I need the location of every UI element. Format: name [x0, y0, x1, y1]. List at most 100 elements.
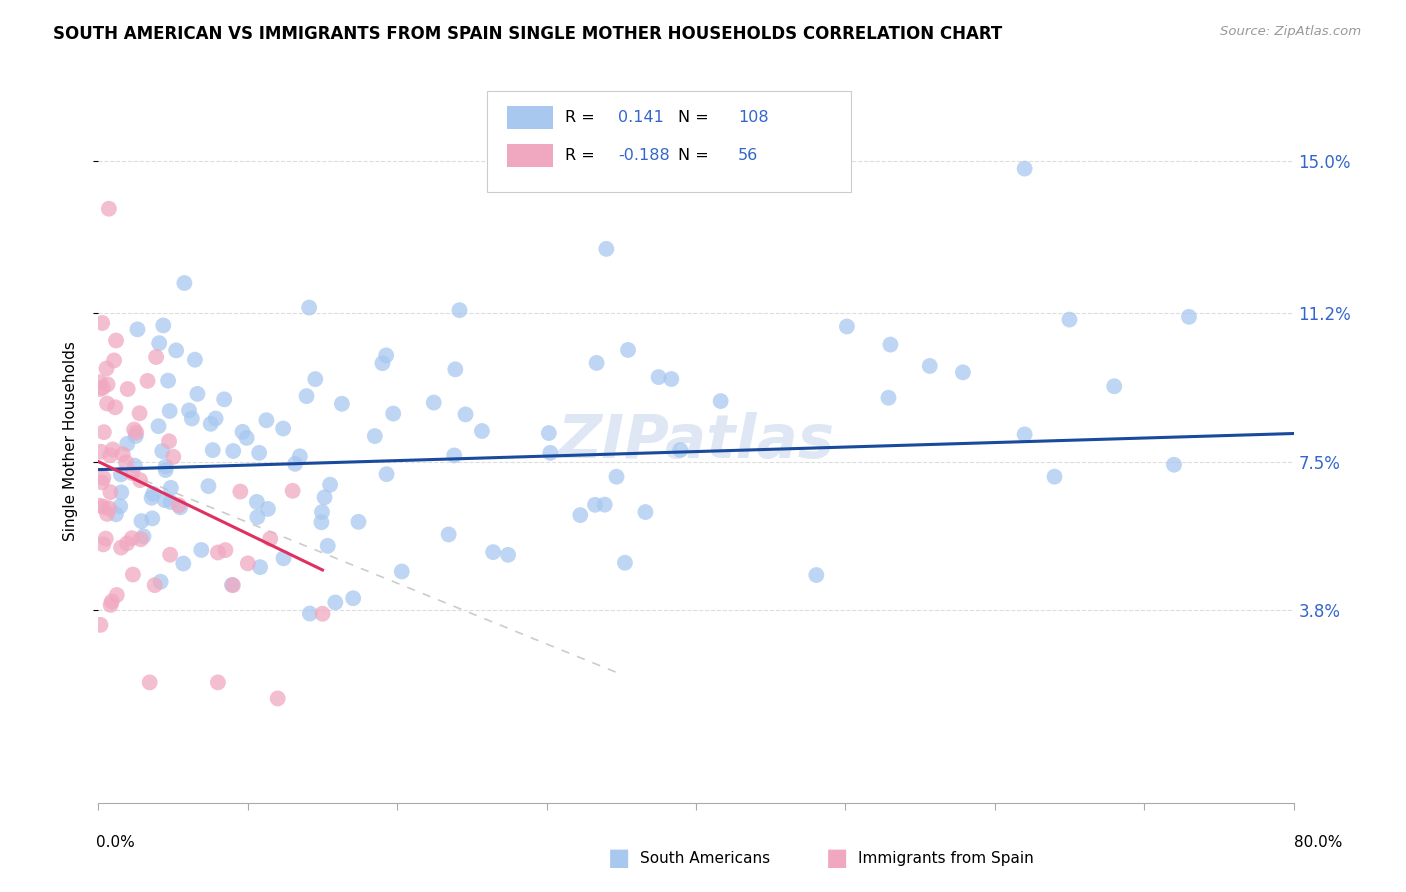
Point [96, 507, 118, 521]
Point [159, 404, 181, 418]
Point [90, 444, 112, 458]
Point [124, 429, 146, 443]
Point [94, 532, 117, 546]
Point [214, 543, 236, 558]
Point [267, 691, 290, 706]
Point [471, 424, 494, 438]
Point [304, 372, 326, 386]
Point [100, 598, 122, 612]
Point [1014, 427, 1036, 442]
Point [583, 498, 606, 512]
Point [482, 545, 505, 559]
Text: N =: N = [678, 148, 709, 163]
Point [105, 334, 128, 348]
Point [104, 401, 127, 415]
Point [222, 444, 245, 458]
Point [496, 548, 519, 562]
Point [201, 443, 224, 458]
Point [167, 498, 190, 512]
Point [150, 444, 173, 458]
Point [197, 479, 219, 493]
Point [96, 377, 118, 392]
Point [330, 397, 353, 411]
Point [1043, 469, 1066, 483]
Point [835, 319, 858, 334]
Point [595, 242, 617, 256]
Point [121, 466, 143, 480]
Point [314, 491, 336, 505]
Point [710, 394, 733, 409]
Point [806, 568, 828, 582]
Point [157, 374, 180, 388]
Text: 56: 56 [738, 148, 758, 163]
Y-axis label: Single Mother Households: Single Mother Households [63, 342, 77, 541]
Text: R =: R = [565, 110, 595, 125]
Point [89, 382, 111, 396]
Text: -0.188: -0.188 [619, 148, 671, 163]
FancyBboxPatch shape [508, 144, 553, 167]
Point [918, 359, 941, 373]
FancyBboxPatch shape [508, 105, 553, 128]
Point [117, 382, 139, 396]
Point [364, 429, 387, 443]
Point [91, 381, 114, 395]
Point [298, 301, 321, 315]
Text: 0.0%: 0.0% [96, 836, 135, 850]
Point [281, 483, 304, 498]
Point [101, 442, 124, 457]
Point [111, 447, 134, 461]
Point [96, 361, 118, 376]
Point [190, 543, 212, 558]
Point [288, 450, 311, 464]
Point [347, 515, 370, 529]
Point [115, 536, 138, 550]
Point [323, 595, 346, 609]
Point [221, 578, 243, 592]
Point [207, 545, 229, 559]
Point [444, 362, 467, 376]
Point [145, 350, 167, 364]
Point [93, 425, 115, 439]
Point [124, 458, 146, 473]
Point [235, 431, 257, 445]
Point [605, 469, 627, 483]
Point [148, 336, 170, 351]
Point [141, 491, 163, 505]
Point [375, 348, 398, 362]
Point [100, 485, 122, 500]
Point [613, 556, 636, 570]
Point [141, 511, 163, 525]
Point [284, 457, 307, 471]
Point [172, 557, 194, 571]
Point [1163, 458, 1185, 472]
Point [879, 337, 901, 351]
Point [1014, 161, 1036, 176]
Text: 80.0%: 80.0% [1295, 836, 1343, 850]
Point [1178, 310, 1201, 324]
Point [129, 533, 152, 547]
Point [311, 515, 333, 529]
Point [249, 560, 271, 574]
Point [157, 434, 180, 449]
Point [142, 487, 165, 501]
Point [177, 403, 200, 417]
Point [153, 493, 176, 508]
Point [159, 495, 181, 509]
Point [180, 411, 202, 425]
Text: R =: R = [565, 148, 595, 163]
Point [204, 411, 226, 425]
Point [634, 505, 657, 519]
Point [148, 419, 170, 434]
Point [110, 485, 132, 500]
Point [254, 413, 277, 427]
Point [537, 425, 560, 440]
Point [103, 353, 125, 368]
Text: ■: ■ [607, 847, 630, 870]
Point [173, 276, 195, 290]
Point [257, 502, 280, 516]
Point [110, 541, 132, 555]
Point [437, 527, 460, 541]
Point [155, 463, 177, 477]
Point [236, 557, 259, 571]
Point [316, 539, 339, 553]
